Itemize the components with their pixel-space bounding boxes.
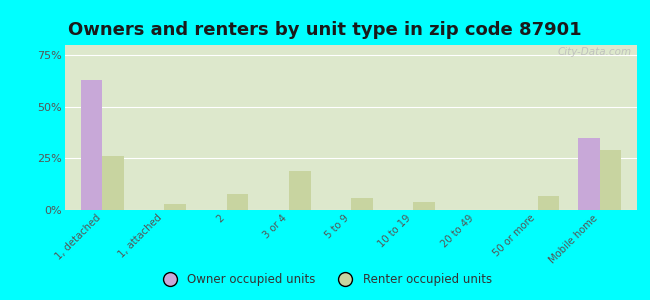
Bar <box>81 80 102 210</box>
Bar <box>351 198 372 210</box>
Bar <box>578 138 600 210</box>
Bar <box>102 156 124 210</box>
Text: City-Data.com: City-Data.com <box>557 46 631 57</box>
Bar <box>227 194 248 210</box>
Bar <box>164 204 187 210</box>
Bar <box>413 202 435 210</box>
Bar <box>600 150 621 210</box>
Bar <box>289 171 311 210</box>
Bar <box>538 196 559 210</box>
Legend: Owner occupied units, Renter occupied units: Owner occupied units, Renter occupied un… <box>153 269 497 291</box>
Text: Owners and renters by unit type in zip code 87901: Owners and renters by unit type in zip c… <box>68 21 582 39</box>
